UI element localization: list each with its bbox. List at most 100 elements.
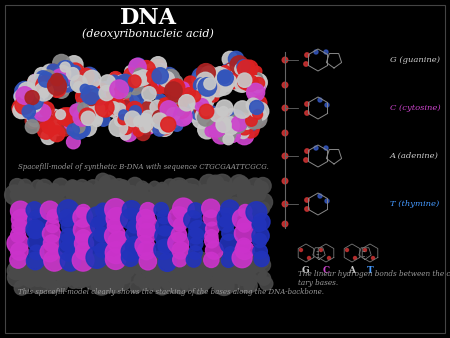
Circle shape xyxy=(325,103,329,107)
Circle shape xyxy=(111,99,120,108)
Circle shape xyxy=(104,87,118,101)
Circle shape xyxy=(28,89,39,99)
Circle shape xyxy=(35,97,47,109)
Circle shape xyxy=(240,255,251,265)
Circle shape xyxy=(156,184,166,194)
Circle shape xyxy=(195,86,212,102)
Circle shape xyxy=(248,110,267,128)
Circle shape xyxy=(72,102,90,121)
Circle shape xyxy=(145,72,162,89)
Circle shape xyxy=(200,74,215,89)
Circle shape xyxy=(22,99,33,110)
Circle shape xyxy=(56,186,67,196)
Circle shape xyxy=(145,201,156,213)
Circle shape xyxy=(173,252,187,267)
Circle shape xyxy=(235,78,250,92)
Circle shape xyxy=(253,77,265,89)
Circle shape xyxy=(71,75,87,92)
Circle shape xyxy=(184,76,197,90)
Circle shape xyxy=(196,101,209,114)
Circle shape xyxy=(225,127,240,142)
Circle shape xyxy=(36,192,55,211)
Circle shape xyxy=(220,64,237,82)
Circle shape xyxy=(180,275,195,291)
Circle shape xyxy=(189,106,204,121)
Circle shape xyxy=(27,79,42,95)
Circle shape xyxy=(116,101,135,120)
Circle shape xyxy=(91,82,109,100)
Circle shape xyxy=(42,120,55,134)
Circle shape xyxy=(69,117,83,131)
Circle shape xyxy=(282,153,288,159)
Circle shape xyxy=(36,269,52,286)
Circle shape xyxy=(121,114,135,128)
Circle shape xyxy=(156,217,174,236)
Circle shape xyxy=(346,248,348,251)
Circle shape xyxy=(228,114,247,133)
Circle shape xyxy=(123,95,140,112)
Circle shape xyxy=(129,58,146,76)
Circle shape xyxy=(121,82,131,92)
Circle shape xyxy=(27,111,43,127)
Circle shape xyxy=(104,99,115,111)
Circle shape xyxy=(101,94,115,108)
Circle shape xyxy=(149,78,166,95)
Circle shape xyxy=(51,69,70,88)
Circle shape xyxy=(41,129,56,144)
Circle shape xyxy=(100,101,113,115)
Circle shape xyxy=(72,121,85,133)
Circle shape xyxy=(234,101,251,118)
Circle shape xyxy=(40,79,51,90)
Circle shape xyxy=(45,270,64,290)
Circle shape xyxy=(194,82,204,93)
Circle shape xyxy=(76,88,93,105)
Circle shape xyxy=(190,237,203,250)
Circle shape xyxy=(108,108,117,117)
Circle shape xyxy=(172,76,183,86)
Circle shape xyxy=(147,105,156,114)
Circle shape xyxy=(115,76,134,94)
Circle shape xyxy=(46,219,59,233)
Circle shape xyxy=(238,198,250,210)
Circle shape xyxy=(39,72,51,84)
Circle shape xyxy=(73,82,84,92)
Circle shape xyxy=(185,91,196,102)
Circle shape xyxy=(76,71,93,89)
Circle shape xyxy=(20,88,35,102)
Circle shape xyxy=(118,78,134,94)
Circle shape xyxy=(239,70,258,89)
Circle shape xyxy=(152,117,168,134)
Circle shape xyxy=(157,64,167,73)
Circle shape xyxy=(150,251,168,269)
Circle shape xyxy=(247,201,262,217)
Circle shape xyxy=(81,111,95,124)
Circle shape xyxy=(150,100,164,115)
Circle shape xyxy=(198,105,210,118)
Circle shape xyxy=(124,68,139,83)
Circle shape xyxy=(22,93,41,112)
Circle shape xyxy=(93,115,103,124)
Circle shape xyxy=(224,109,239,124)
Circle shape xyxy=(23,91,38,106)
Circle shape xyxy=(220,200,239,219)
Circle shape xyxy=(215,252,234,272)
Circle shape xyxy=(251,73,263,85)
Circle shape xyxy=(189,91,201,102)
Circle shape xyxy=(67,135,80,149)
Circle shape xyxy=(205,69,222,85)
Circle shape xyxy=(99,86,114,101)
Circle shape xyxy=(80,104,91,115)
Circle shape xyxy=(31,87,44,100)
Circle shape xyxy=(130,106,141,118)
Circle shape xyxy=(113,81,130,99)
Circle shape xyxy=(114,79,132,98)
Circle shape xyxy=(146,109,158,121)
Circle shape xyxy=(96,95,110,110)
Circle shape xyxy=(148,192,163,207)
Circle shape xyxy=(59,210,76,226)
Circle shape xyxy=(23,95,38,109)
Circle shape xyxy=(18,179,32,193)
Circle shape xyxy=(238,73,252,87)
Circle shape xyxy=(66,180,79,192)
Circle shape xyxy=(170,180,190,200)
